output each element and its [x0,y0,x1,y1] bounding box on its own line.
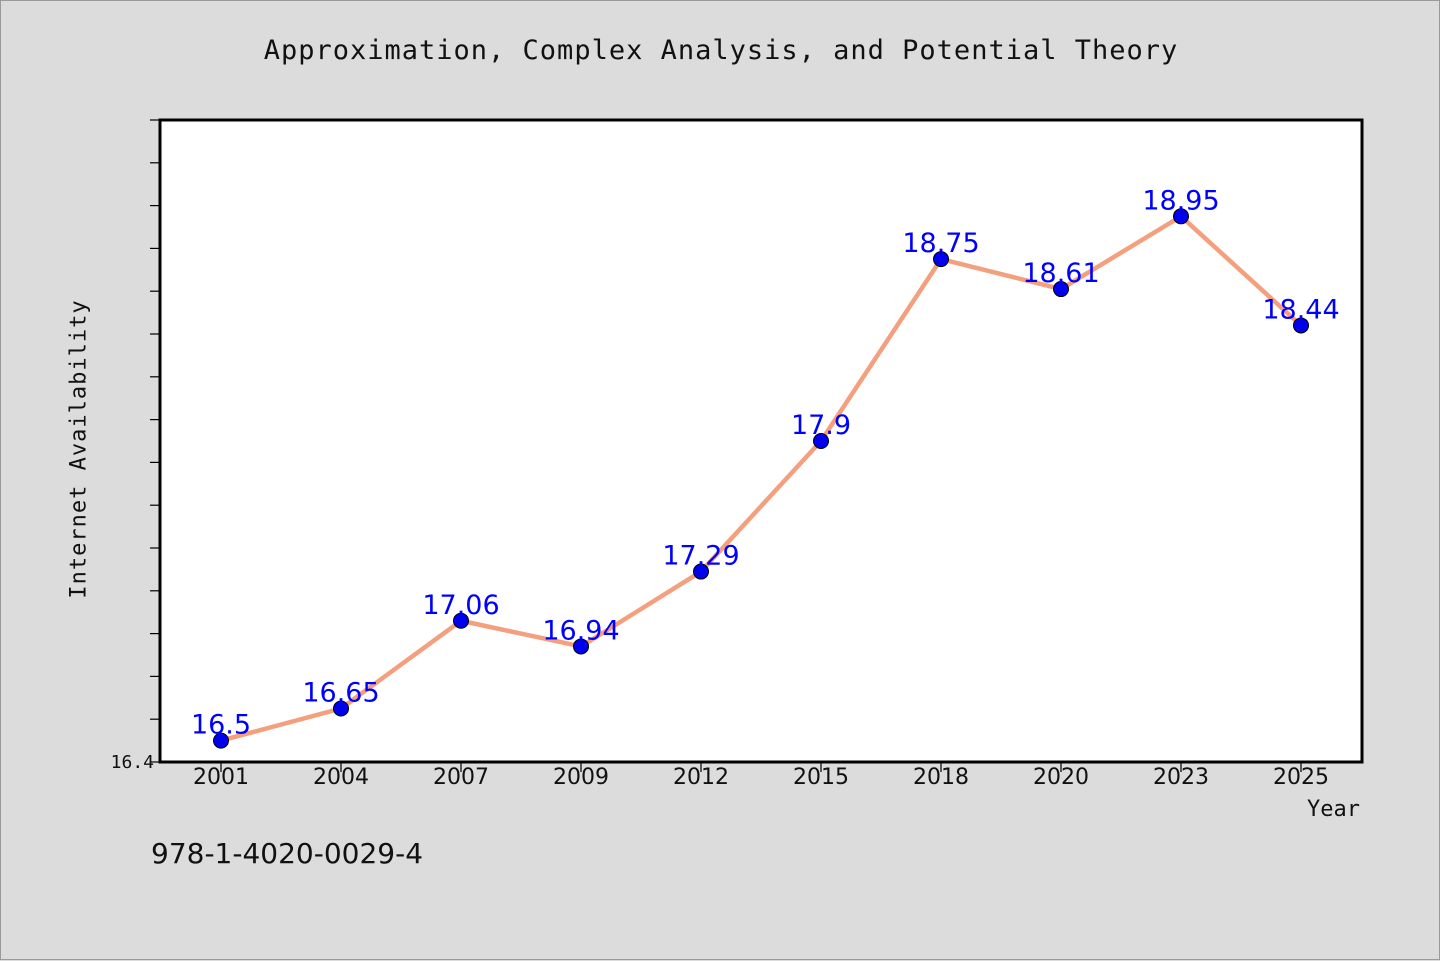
chart-title: Approximation, Complex Analysis, and Pot… [263,35,1179,66]
data-label: 17.9 [791,410,851,441]
x-tick-label: 2023 [1153,765,1209,790]
data-label: 18.61 [1022,258,1099,289]
data-label: 17.06 [422,590,499,621]
series-line [220,214,1303,743]
data-point [813,433,829,449]
x-tick-label: 2025 [1273,765,1329,790]
y-tick-label: 16.4 [111,752,154,773]
x-tick-label: 2004 [313,765,369,790]
x-tick-label: 2012 [673,765,729,790]
data-label: 16.65 [302,678,379,709]
x-tick-label: 2009 [553,765,609,790]
data-point [933,251,949,268]
isbn-text: 978-1-4020-0029-4 [151,837,424,870]
data-label: 16.94 [542,615,619,646]
data-label: 18.95 [1142,185,1219,216]
data-point [1293,317,1309,334]
data-point [213,732,229,749]
x-tick-label: 2015 [793,765,849,790]
data-point [453,612,469,629]
data-label: 18.75 [902,228,979,259]
data-label: 17.29 [662,541,739,572]
x-tick-label: 2020 [1033,765,1089,790]
data-label: 16.5 [191,710,251,741]
data-point [1053,281,1069,298]
data-label: 18.44 [1262,294,1339,325]
data-point [1173,208,1189,225]
data-point [573,638,589,655]
x-tick-label: 2007 [433,765,489,790]
x-tick-label: 2018 [913,765,969,790]
data-point [333,700,349,717]
x-axis-label: Year [1307,797,1360,822]
x-tick-label: 2001 [193,765,249,790]
data-point [693,563,709,580]
